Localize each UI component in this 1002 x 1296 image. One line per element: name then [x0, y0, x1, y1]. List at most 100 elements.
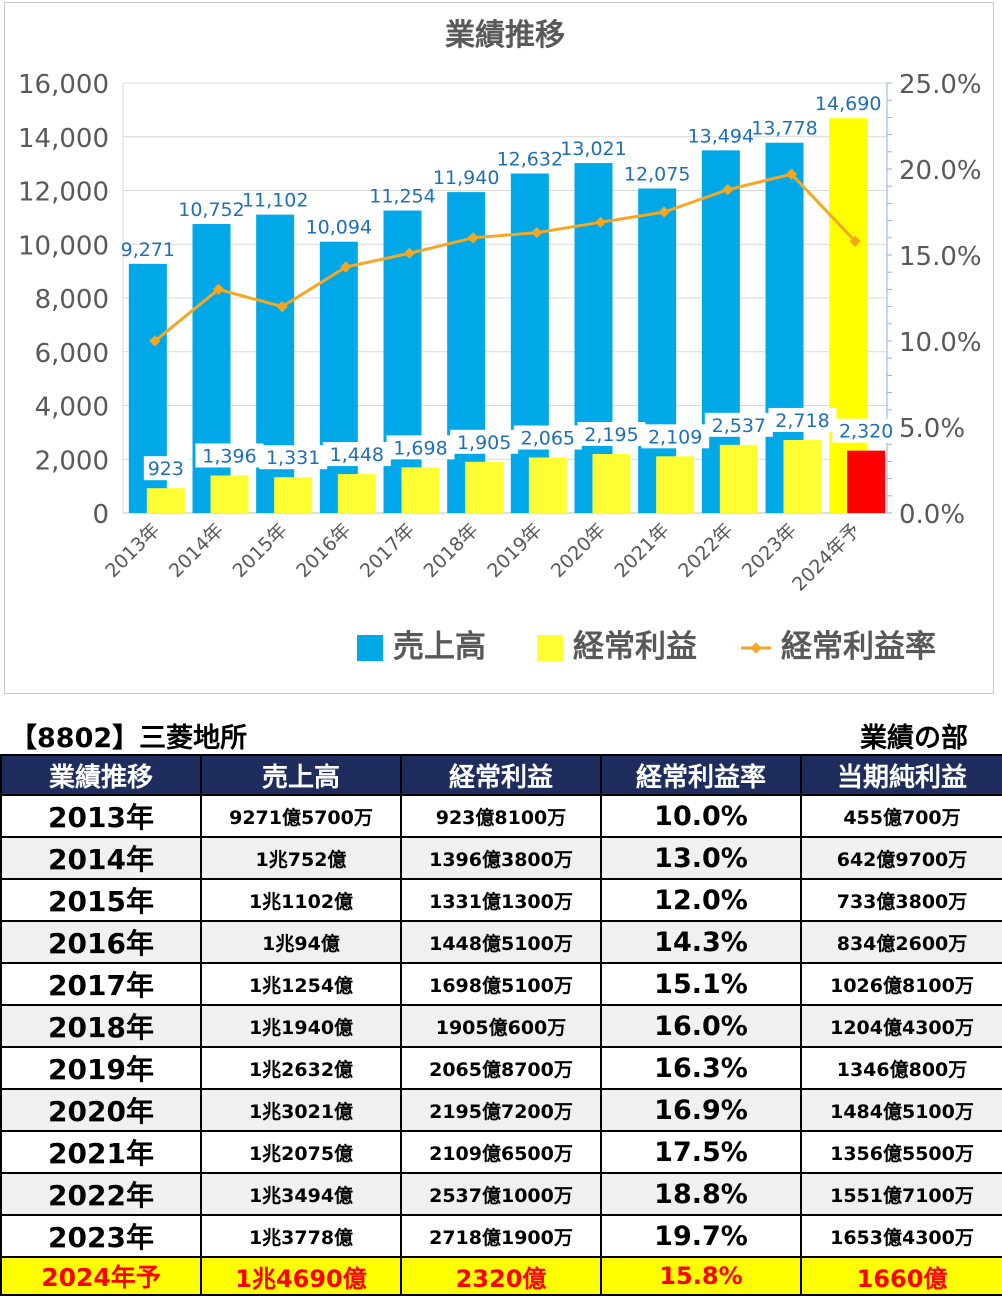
- x-tick-label: 2021年: [611, 519, 674, 582]
- rate-point: [531, 226, 543, 239]
- rate-point: [594, 216, 607, 228]
- table-cell: 2015年: [0, 878, 202, 922]
- rate-point: [785, 168, 798, 180]
- profit-label-bg: [143, 456, 188, 481]
- x-tick-label: 2020年: [547, 519, 610, 582]
- forecast-cell: 15.8%: [600, 1256, 802, 1296]
- y-tick-label: 12,000: [18, 178, 109, 208]
- profit-bar: [656, 456, 695, 513]
- table-cell: 15.1%: [600, 962, 802, 1006]
- forecast-cell: 1660億: [800, 1256, 1002, 1296]
- sales-data-label: 14,690: [815, 93, 881, 115]
- profit-data-label: 1,698: [393, 437, 447, 459]
- table-cell: 2018年: [0, 1004, 202, 1048]
- table-cell: 1448億5100万: [400, 920, 602, 964]
- table-cell: 1356億5500万: [800, 1130, 1002, 1174]
- y2-tick-label: 25.0%: [899, 70, 982, 100]
- forecast-cell: 2320億: [400, 1256, 602, 1296]
- performance-table: 業績推移 売上高 経常利益 経常利益率 当期純利益 2013年 9271億5700…: [0, 754, 1002, 1296]
- table-cell: 16.0%: [600, 1004, 802, 1048]
- table-row: 2022年 1兆3494億 2537億1000万 18.8% 1551億7100万: [0, 1172, 1002, 1216]
- sales-data-label: 10,094: [306, 217, 372, 239]
- y2-tick-label: 0.0%: [899, 500, 965, 530]
- legend-rate-label: 経常利益率: [781, 629, 936, 665]
- x-tick-label: 2016年: [292, 519, 355, 582]
- profit-bar: [719, 444, 758, 513]
- profit-label-bg: [832, 418, 901, 443]
- rate-point: [212, 283, 225, 296]
- y-tick-label: 6,000: [35, 339, 109, 369]
- table-cell: 733億3800万: [800, 878, 1002, 922]
- column-header: 業績推移: [0, 754, 202, 796]
- y2-tick-label: 10.0%: [899, 328, 982, 358]
- profit-data-label: 1,905: [457, 432, 511, 454]
- table-cell: 1兆1940億: [200, 1004, 402, 1048]
- column-header: 経常利益: [400, 754, 602, 796]
- sales-data-label: 12,632: [497, 149, 563, 171]
- profit-label-bg: [259, 445, 328, 470]
- sales-bar: [829, 118, 868, 514]
- table-row: 2019年 1兆2632億 2065億8700万 16.3% 1346億800万: [0, 1046, 1002, 1090]
- x-tick-label: 2022年: [674, 519, 737, 582]
- legend-sales-label: 売上高: [393, 629, 486, 665]
- profit-bar: [210, 475, 249, 513]
- profit-label-bg: [450, 429, 519, 454]
- x-tick-label: 2019年: [483, 519, 546, 582]
- chart-title: 業績推移: [445, 18, 565, 53]
- sales-bar: [319, 241, 358, 513]
- profit-label-bg: [577, 422, 646, 447]
- profit-bar: [465, 461, 504, 513]
- profit-bar: [847, 450, 886, 513]
- table-cell: 1551億7100万: [800, 1172, 1002, 1216]
- table-cell: 1兆752億: [200, 836, 402, 880]
- sales-data-label: 13,778: [751, 118, 817, 140]
- sales-bar: [192, 224, 231, 514]
- table-cell: 1兆2632億: [200, 1046, 402, 1090]
- table-cell: 10.0%: [600, 794, 802, 838]
- profit-label-bg: [704, 412, 773, 437]
- table-cell: 1698億5100万: [400, 962, 602, 1006]
- rate-point: [722, 183, 734, 196]
- profit-label-bg: [195, 443, 264, 468]
- table-cell: 1兆2075億: [200, 1130, 402, 1174]
- table-cell: 1兆3021億: [200, 1088, 402, 1132]
- table-row: 2020年 1兆3021億 2195億7200万 16.9% 1484億5100万: [0, 1088, 1002, 1132]
- y-tick-label: 4,000: [35, 393, 109, 423]
- sales-data-label: 13,494: [688, 125, 754, 147]
- table-row: 2016年 1兆94億 1448億5100万 14.3% 834億2600万: [0, 920, 1002, 964]
- rate-point: [467, 232, 479, 244]
- table-row: 2023年 1兆3778億 2718億1900万 19.7% 1653億4300万: [0, 1214, 1002, 1258]
- table-cell: 2537億1000万: [400, 1172, 602, 1216]
- table-cell: 1兆3778億: [200, 1214, 402, 1258]
- sales-data-label: 10,752: [178, 199, 244, 221]
- table-cell: 12.0%: [600, 878, 802, 922]
- profit-bar: [337, 474, 376, 513]
- sales-data-label: 13,021: [560, 138, 626, 160]
- table-cell: 2022年: [0, 1172, 202, 1216]
- x-tick-label: 2014年: [165, 519, 228, 582]
- sales-data-label: 11,940: [433, 167, 499, 189]
- profit-data-label: 923: [148, 458, 184, 480]
- profit-bar: [274, 477, 313, 513]
- table-header-row: 業績推移 売上高 経常利益 経常利益率 当期純利益: [0, 754, 1002, 796]
- y2-tick-label: 20.0%: [899, 156, 982, 186]
- profit-bar: [146, 488, 185, 513]
- table-row: 2014年 1兆752億 1396億3800万 13.0% 642億9700万: [0, 836, 1002, 880]
- table-cell: 1兆3494億: [200, 1172, 402, 1216]
- table-cell: 1026億8100万: [800, 962, 1002, 1006]
- table-cell: 18.8%: [600, 1172, 802, 1216]
- table-row: 2017年 1兆1254億 1698億5100万 15.1% 1026億8100万: [0, 962, 1002, 1006]
- table-cell: 2065億8700万: [400, 1046, 602, 1090]
- profit-bar: [783, 439, 822, 513]
- company-title: 【8802】三菱地所: [10, 723, 248, 754]
- rate-line: [153, 172, 857, 343]
- table-cell: 834億2600万: [800, 920, 1002, 964]
- profit-data-label: 2,537: [712, 415, 766, 437]
- profit-label-bg: [768, 407, 837, 432]
- table-cell: 2020年: [0, 1088, 202, 1132]
- y-tick-label: 0: [92, 500, 109, 530]
- x-tick-label: 2024年予: [788, 519, 865, 596]
- table-cell: 1905億600万: [400, 1004, 602, 1048]
- profit-label-bg: [386, 435, 455, 460]
- table-cell: 16.9%: [600, 1088, 802, 1132]
